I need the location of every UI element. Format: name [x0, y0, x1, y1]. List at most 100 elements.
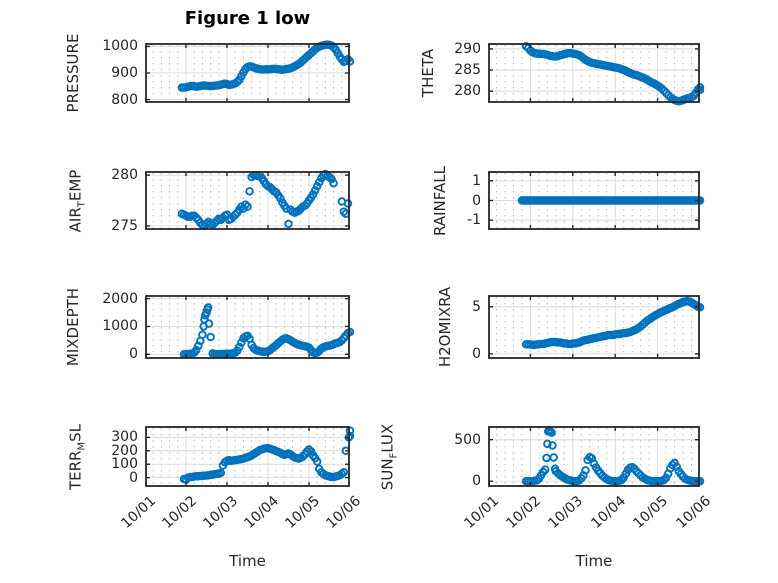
data-marker: [632, 466, 641, 476]
subplot-theta: [488, 42, 705, 106]
data-marker: [634, 469, 643, 478]
y-tick-label-rainfall: 0: [472, 192, 481, 209]
x-tick-label-10-02: 10/02: [159, 493, 200, 532]
data-marker: [237, 338, 246, 347]
data-marker: [239, 204, 248, 213]
y-tick-label-mixdepth: 0: [129, 346, 138, 363]
data-marker: [314, 177, 324, 187]
scatter-series-terrmsl: [179, 426, 355, 484]
y-tick-label-h2omixra: 0: [472, 345, 481, 362]
data-marker: [657, 84, 667, 93]
y-axis-label-terrmsl: TERRMSL: [66, 423, 88, 490]
axes-box: [488, 43, 700, 103]
plot-area-sunflux: [488, 425, 705, 487]
scatter-series-airtemp: [177, 169, 353, 231]
data-marker: [659, 475, 669, 485]
data-marker: [245, 187, 254, 196]
scatter-series-h2omixra: [521, 296, 705, 350]
y-tick-label-theta: 285: [454, 62, 481, 79]
data-marker: [276, 194, 285, 203]
data-marker: [345, 431, 355, 441]
x-tick-label-10-03: 10/03: [545, 493, 587, 532]
data-marker: [192, 213, 201, 223]
data-marker: [548, 441, 557, 450]
x-tick-label-10-04: 10/04: [588, 493, 629, 532]
x-tick-label-10-04: 10/04: [241, 493, 282, 532]
y-axis-label-pressure: PRESSURE: [64, 33, 82, 113]
y-axis-label-airtemp: AIRTEMP: [66, 169, 88, 232]
subplot-terr-msl: [145, 426, 355, 487]
y-tick-label-pressure: 900: [111, 65, 138, 81]
data-marker: [329, 178, 338, 188]
scatter-series-mixdepth: [179, 303, 355, 359]
x-tick-label-10-03: 10/03: [200, 493, 241, 532]
y-tick-label-terrmsl: 200: [111, 442, 138, 459]
y-tick-label-mixdepth: 1000: [102, 318, 138, 335]
x-tick-label-10-05: 10/05: [630, 493, 672, 532]
scatter-series-rainfall: [517, 196, 705, 205]
data-marker: [345, 57, 355, 66]
data-marker: [543, 439, 552, 449]
data-marker: [661, 473, 671, 483]
data-marker: [302, 447, 312, 456]
plot-area-mixdepth: [145, 295, 355, 359]
data-marker: [540, 465, 550, 474]
data-marker: [204, 319, 214, 328]
data-marker: [659, 86, 669, 95]
data-marker: [243, 202, 252, 211]
x-tick-label-10-06: 10/06: [673, 493, 714, 532]
plot-area-h2omixra: [488, 295, 705, 359]
figure-title: Figure 1 low: [184, 8, 311, 29]
x-tick-label-10-02: 10/02: [503, 493, 545, 532]
data-marker: [661, 88, 671, 98]
axes-box: [145, 171, 350, 230]
y-tick-label-airtemp: 280: [111, 167, 138, 184]
data-marker: [192, 345, 201, 355]
y-axis-label-theta: THETA: [419, 48, 437, 98]
y-tick-label-airtemp: 275: [111, 217, 138, 234]
axes-box: [488, 295, 700, 359]
data-marker: [230, 348, 240, 357]
data-marker: [241, 200, 250, 209]
subplot-air-temp: [145, 169, 353, 231]
y-tick-label-mixdepth: 2000: [102, 290, 138, 307]
scatter-series-theta: [521, 42, 705, 106]
data-marker: [339, 468, 349, 477]
axes-box: [145, 426, 350, 487]
data-marker: [312, 182, 322, 191]
data-marker: [668, 460, 677, 470]
scatter-series-sunflux: [521, 425, 705, 486]
data-marker: [230, 210, 240, 219]
data-marker: [542, 453, 551, 463]
scatter-series-pressure: [177, 40, 355, 92]
y-tick-label-sunflux: 500: [454, 431, 481, 448]
axes-box: [488, 426, 700, 487]
subplot-mixdepth: [145, 295, 355, 359]
data-marker: [312, 457, 322, 466]
data-marker: [695, 85, 705, 95]
y-axis-label-sunflux: SUNFLUX: [378, 423, 400, 490]
plot-area-rainfall: [488, 171, 705, 230]
data-marker: [308, 190, 318, 199]
data-marker: [574, 476, 584, 485]
subplot-pressure: [145, 40, 355, 103]
x-axis-label-left: Time: [229, 552, 266, 570]
data-marker: [345, 327, 355, 337]
data-marker: [203, 303, 213, 312]
y-tick-label-terrmsl: 0: [129, 469, 138, 486]
data-marker: [549, 453, 558, 462]
plot-area-theta: [488, 42, 705, 106]
y-tick-label-pressure: 800: [111, 91, 138, 108]
data-marker: [198, 330, 207, 340]
plot-area-terrmsl: [145, 426, 355, 487]
y-tick-label-h2omixra: 5: [472, 298, 481, 315]
x-tick-label-10-01: 10/01: [118, 493, 159, 532]
y-axis-label-mixdepth: MIXDEPTH: [64, 287, 82, 367]
plot-area-airtemp: [145, 169, 353, 231]
y-tick-label-terrmsl: 100: [111, 456, 138, 473]
y-axis-label-rainfall: RAINFALL: [431, 165, 449, 236]
subplot-sun-flux: [488, 425, 705, 487]
data-marker: [284, 219, 293, 229]
y-tick-label-rainfall: -1: [467, 212, 481, 229]
